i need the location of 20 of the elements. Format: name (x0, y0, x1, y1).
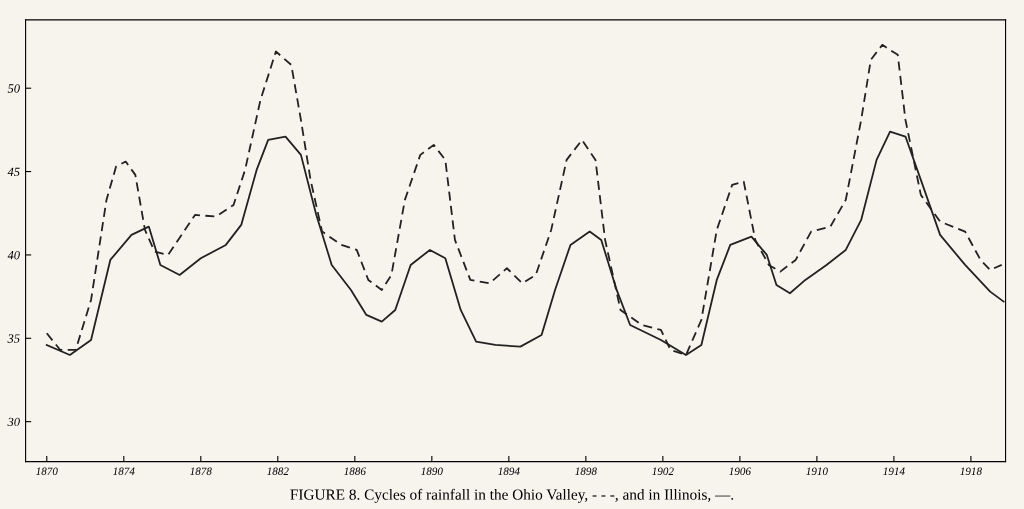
x-tick-label: 1918 (960, 467, 982, 476)
x-tick-label: 1890 (421, 467, 443, 476)
y-tick-label: 35 (7, 334, 20, 343)
x-tick-label: 1894 (498, 467, 520, 476)
x-tick-label: 1902 (652, 467, 674, 476)
x-tick-label: 1910 (806, 467, 828, 476)
x-tick-label: 1886 (344, 467, 366, 476)
line-series (45, 43, 1003, 356)
x-tick-label: 1882 (267, 467, 289, 476)
x-tick-label: 1878 (190, 467, 212, 476)
y-tick-label: 40 (7, 250, 20, 260)
x-tick-label: 1906 (729, 467, 751, 476)
x-tick-label: 1914 (883, 467, 905, 476)
y-tick-label: 30 (7, 417, 20, 427)
y-tick-label: 50 (7, 84, 20, 93)
x-tick-label: 1874 (113, 467, 135, 476)
y-tick-label: 45 (7, 167, 20, 177)
x-tick-label: 1870 (36, 467, 58, 476)
caption: FIGURE 8. Cycles of rainfall in the Ohio Valley, - - -, and in Illinois, —. (290, 488, 734, 503)
x-tick-label: 1898 (575, 467, 597, 476)
